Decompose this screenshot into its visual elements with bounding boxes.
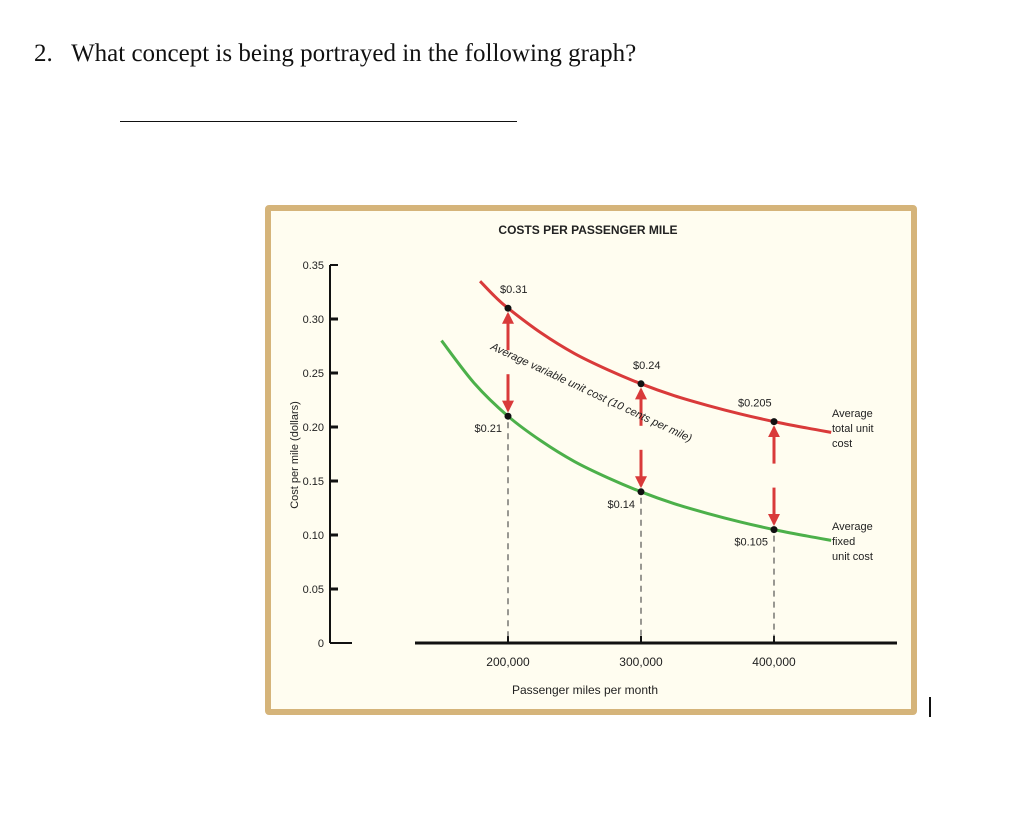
- data-point: [504, 412, 512, 420]
- question-number: 2.: [34, 40, 53, 67]
- legend-label: unit cost: [832, 551, 873, 563]
- question-text: What concept is being portrayed in the f…: [71, 40, 637, 67]
- data-label: $0.24: [633, 360, 661, 372]
- legend-label: Average: [832, 408, 873, 420]
- data-label: $0.31: [500, 284, 528, 296]
- x-tick-label: 300,000: [619, 655, 663, 669]
- y-axis-label: Cost per mile (dollars): [289, 401, 301, 509]
- x-tick-label: 200,000: [486, 655, 530, 669]
- question: 2. What concept is being portrayed in th…: [34, 40, 636, 68]
- legend-label: cost: [832, 438, 852, 450]
- guide-lines: [502, 311, 780, 640]
- y-tick-label: 0.10: [303, 530, 324, 542]
- data-label: $0.14: [607, 499, 635, 511]
- chart-frame: [265, 205, 917, 715]
- y-tick-label: 0.05: [303, 584, 324, 596]
- legend-label: Average: [832, 521, 873, 533]
- data-point: [504, 304, 512, 312]
- y-tick-label: 0.15: [303, 476, 324, 488]
- data-point: [770, 418, 778, 426]
- answer-blank-line[interactable]: [120, 121, 517, 122]
- y-axis: 0 0.05 0.10 0.15 0.20 0.25 0.30 0.35: [303, 260, 352, 650]
- legend: Average total unit cost Average fixed unit co…: [832, 408, 874, 563]
- y-tick-label: 0: [318, 638, 324, 650]
- data-point: [770, 526, 778, 534]
- y-tick-label: 0.35: [303, 260, 324, 272]
- x-axis-label: Passenger miles per month: [512, 683, 658, 697]
- y-tick-label: 0.30: [303, 314, 324, 326]
- x-axis: 200,000 300,000 400,000: [415, 636, 897, 669]
- y-tick-label: 0.25: [303, 368, 324, 380]
- legend-label: total unit: [832, 423, 874, 435]
- total-cost-curve: [478, 280, 832, 434]
- data-label: $0.105: [734, 537, 768, 549]
- chart-title: COSTS PER PASSENGER MILE: [498, 223, 677, 237]
- y-tick-label: 0.20: [303, 422, 324, 434]
- data-point: [637, 380, 645, 388]
- data-point: [637, 488, 645, 496]
- data-label: $0.21: [474, 423, 502, 435]
- legend-label: fixed: [832, 536, 855, 548]
- x-tick-label: 400,000: [752, 655, 796, 669]
- text-cursor: [929, 697, 931, 717]
- points: $0.31 $0.24 $0.205 $0.21 $0.14 $0.105: [474, 284, 778, 549]
- data-label: $0.205: [738, 398, 772, 410]
